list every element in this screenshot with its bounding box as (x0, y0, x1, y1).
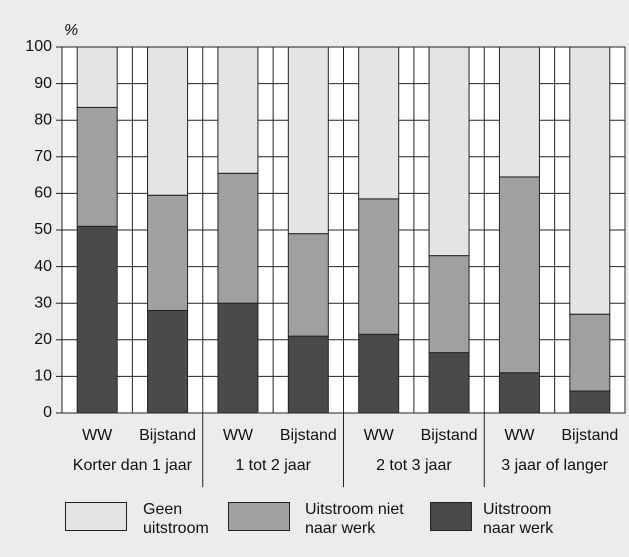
legend-swatch (65, 502, 127, 531)
bar-segment (358, 198, 400, 335)
y-tick-label: 80 (34, 111, 52, 128)
legend-swatch (430, 502, 472, 531)
y-tick-label: 10 (34, 368, 52, 385)
bar-segment (358, 333, 400, 414)
bar-segment (287, 46, 329, 235)
bar-segment (147, 46, 189, 196)
x-tick-label: WW (82, 427, 113, 444)
y-tick-label: 70 (34, 148, 52, 165)
bar-segment (569, 390, 611, 414)
y-tick-label: 90 (34, 75, 52, 92)
x-tick-label: Bijstand (561, 427, 618, 444)
plot-frame (61, 46, 626, 414)
group-label: 3 jaar of langer (501, 457, 608, 474)
y-tick-label: 20 (34, 331, 52, 348)
legend-swatch (228, 502, 290, 531)
x-tick-label: Bijstand (280, 427, 337, 444)
bar-segment (569, 313, 611, 392)
bar-segment (147, 194, 189, 312)
chart: % 0 10 20 30 40 50 60 70 80 90 100 WW Bijstand WW Bijs… (25, 22, 626, 487)
y-tick-label: 50 (34, 221, 52, 238)
bar-segment (428, 255, 470, 354)
bar-segment (76, 225, 118, 414)
x-tick-label: WW (504, 427, 535, 444)
y-tick-label: 40 (34, 258, 52, 275)
bar-segment (287, 233, 329, 337)
legend-label: Uitstroom niet naar werk (305, 501, 404, 537)
group-label: 2 tot 3 jaar (376, 457, 452, 474)
bar-segment (498, 46, 540, 178)
y-tick-label: 30 (34, 294, 52, 311)
x-tick-label: WW (364, 427, 395, 444)
bar-segment (428, 46, 470, 257)
x-tick-label: WW (223, 427, 254, 444)
bar-segment (498, 372, 540, 414)
bar-segment (498, 176, 540, 374)
y-tick-label: 60 (34, 185, 52, 202)
y-axis-label: % (64, 22, 78, 39)
group-label: Korter dan 1 jaar (73, 457, 193, 474)
x-tick-label: Bijstand (421, 427, 478, 444)
bar-segment (147, 310, 189, 414)
bar-segment (76, 106, 118, 227)
bar-segment (569, 46, 611, 315)
bar-segment (358, 46, 400, 200)
x-tick-label: Bijstand (139, 427, 196, 444)
bar-segment (217, 172, 259, 304)
legend-label: Uitstroom naar werk (483, 501, 554, 537)
bar-segment (287, 335, 329, 414)
bar-segment (217, 302, 259, 414)
bar-segment (428, 352, 470, 414)
bar-segment (217, 46, 259, 174)
group-label: 1 tot 2 jaar (235, 457, 311, 474)
y-tick-label: 100 (25, 38, 52, 55)
y-tick-label: 0 (43, 404, 52, 421)
legend-label: Geen uitstroom (143, 501, 209, 537)
bar-segment (76, 46, 118, 108)
